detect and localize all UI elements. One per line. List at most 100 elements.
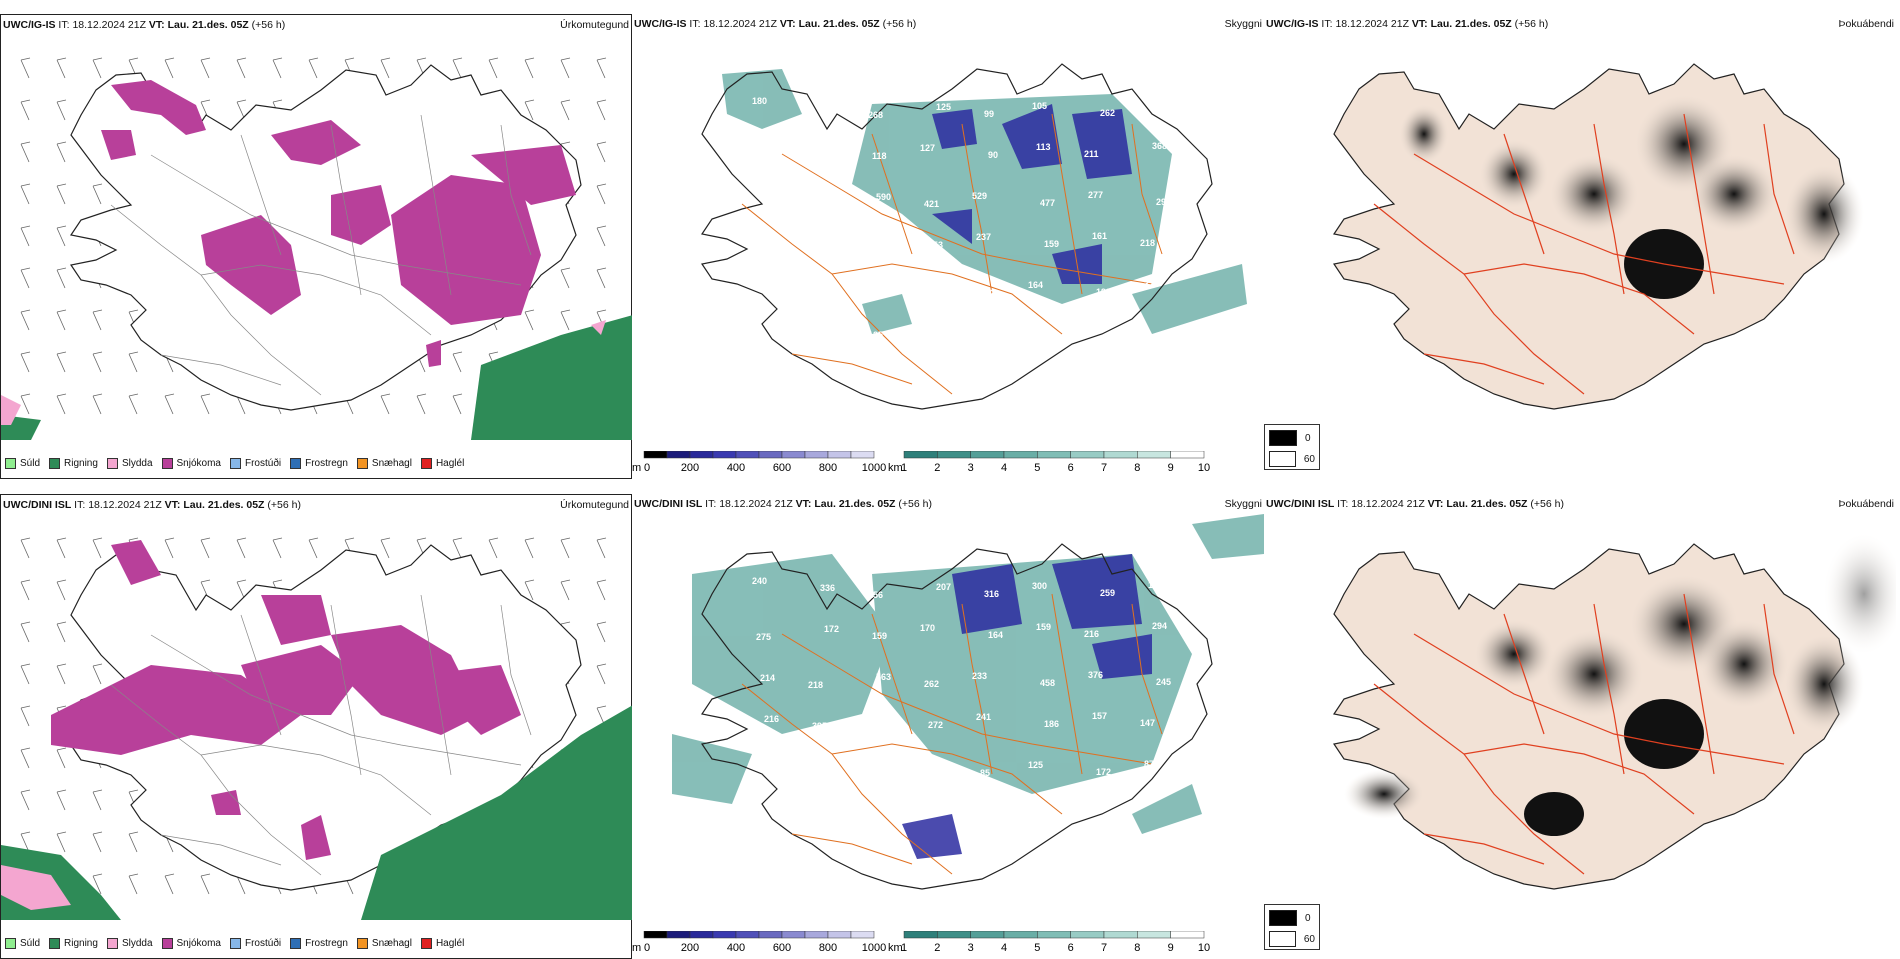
road-line [1593,123,1625,295]
colorbar-cell [643,450,668,459]
fog-legend: 0 60 [1264,424,1320,470]
visibility-value-label: 127 [920,143,935,153]
wind-barb [596,183,607,205]
road-line [1373,683,1585,875]
colorbar-cell [712,930,737,939]
wind-barb [20,747,31,769]
colorbar-cell [937,930,971,939]
visibility-value-label: 130 [880,713,895,723]
wind-barb [20,225,31,247]
colorbar-cell [903,930,938,939]
wind-barb [56,831,67,853]
visibility-colorbar: m 0 200 400 600 800 1000 km 1 2 3 4 5 6 7 8 9 10 [632,930,1264,955]
road-line [1683,113,1715,295]
wind-barb [380,57,391,79]
road-line [330,604,362,776]
road-line [961,603,993,775]
road-line [500,604,532,736]
visibility-value-label: 87 [1144,759,1154,769]
visibility-value-label: 590 [876,192,891,202]
colorbar-cell [970,450,1005,459]
legend-item: Slydda [106,457,153,469]
wind-barb [20,393,31,415]
colorbar-cell [666,450,691,459]
colorbar-tick: 5 [1034,942,1040,954]
legend-item: Frostúði [229,457,281,469]
wind-barb [560,309,571,331]
wind-barb [92,57,103,79]
road-line [330,124,362,296]
visibility-value-label: 99 [984,109,994,119]
wind-barb [236,57,247,79]
legend-item: Frostregn [290,457,348,469]
visibility-value-label: 105 [1032,101,1047,111]
panel-visibility-bottom: UWC/DINI ISL IT: 18.12.2024 21Z VT: Lau.… [632,494,1264,959]
legend-label: Slydda [121,457,153,469]
visibility-value-label: 90 [988,150,998,160]
wind-barb [92,309,103,331]
visibility-value-label: 132 [756,152,771,162]
roads [1373,113,1795,395]
colorbar-cell [804,930,829,939]
visibility-value-label: 218 [1140,238,1155,248]
colorbar-tick: 1 [901,462,907,474]
visibility-value-label: 302 [980,288,995,298]
colorbar-cell [1070,450,1105,459]
wind-barb [92,351,103,373]
colorbar-cell [712,450,737,459]
visibility-value-label: 294 [1152,621,1167,631]
wind-barb [236,537,247,559]
colorbar-unit: m [632,462,641,474]
colorbar-tick: 5 [1034,462,1040,474]
wind-barb [452,351,463,373]
visibility-value-label: 368 [1152,141,1167,151]
fog-blobs [1344,534,1896,836]
wind-barb [128,873,139,895]
colorbar-cell [666,930,691,939]
visibility-value-label: 268 [816,762,831,772]
visibility-value-label: 156 [868,590,883,600]
legend-swatch [290,937,302,949]
wind-barb [20,831,31,853]
road-line [1763,123,1795,255]
legend-item: Snjókoma [161,937,221,949]
legend-label: Frostúði [244,937,282,949]
precip-type-map [1,57,633,440]
visibility-value-label: 211 [1084,149,1099,159]
visibility-value-label: 100 [812,241,827,251]
legend-label: Súld [20,457,41,469]
visibility-value-label: 223 [768,290,783,300]
wind-barb [92,537,103,559]
wind-barb [560,99,571,121]
road-line [1413,153,1785,285]
visibility-value-label: 109 [932,281,947,291]
visibility-value-label: 477 [1040,198,1055,208]
road-line [791,833,913,865]
visibility-value-label: 395 [812,721,827,731]
visibility-value-label: 180 [752,96,767,106]
colorbar-cell [1103,930,1138,939]
wind-barb [56,621,67,643]
road-line [420,114,452,296]
visibility-value-label: 125 [868,330,883,340]
colorbar-cell [1170,450,1205,459]
wind-barb [596,141,607,163]
wind-barb [308,57,319,79]
colorbar-cell [1037,450,1071,459]
colorbar-cell [970,930,1005,939]
colorbar-tick: 10 [1198,462,1210,474]
visibility-value-label: 262 [924,679,939,689]
wind-barb [20,705,31,727]
wind-barb [92,183,103,205]
visibility-value-label: 214 [760,673,775,683]
colorbar-cell [827,450,852,459]
colorbar-tick: 0 [644,942,650,954]
wind-barb [164,57,175,79]
wind-barb [20,621,31,643]
visibility-value-label: 259 [1100,588,1115,598]
visibility-value-label: 186 [1044,719,1059,729]
road-line [1131,123,1163,255]
wind-barb [164,393,175,415]
visibility-value-label: 218 [808,680,823,690]
wind-barb [164,537,175,559]
